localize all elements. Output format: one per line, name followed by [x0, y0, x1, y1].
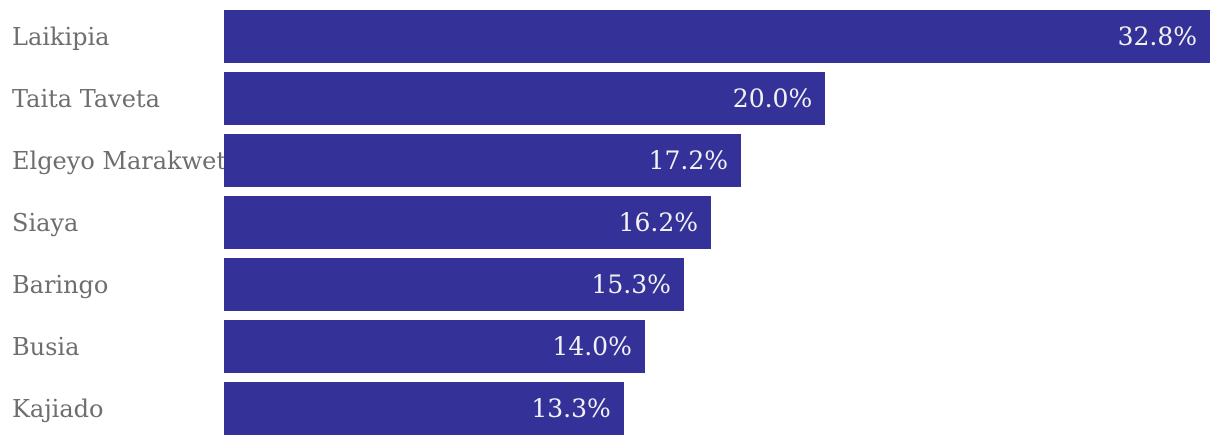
chart-row: Kajiado 13.3%	[0, 382, 1220, 435]
bar-track: 20.0%	[224, 72, 1210, 125]
category-label: Busia	[12, 332, 80, 361]
bar-track: 14.0%	[224, 320, 1210, 373]
bar[interactable]: 32.8%	[224, 10, 1210, 63]
chart-row: Laikipia 32.8%	[0, 10, 1220, 63]
value-label: 14.0%	[552, 332, 632, 361]
category-label: Taita Taveta	[12, 84, 160, 113]
category-label: Kajiado	[12, 394, 104, 423]
bar-track: 15.3%	[224, 258, 1210, 311]
value-label: 32.8%	[1117, 22, 1197, 51]
value-label: 20.0%	[732, 84, 813, 113]
bar-track: 13.3%	[224, 382, 1210, 435]
bar-track: 16.2%	[224, 196, 1210, 249]
category-label: Siaya	[12, 208, 79, 237]
category-label: Laikipia	[12, 22, 110, 51]
chart-row: Elgeyo Marakwet 17.2%	[0, 134, 1220, 187]
chart-row: Busia 14.0%	[0, 320, 1220, 373]
bar-track: 32.8%	[224, 10, 1210, 63]
bar[interactable]: 20.0%	[224, 72, 826, 125]
category-label: Elgeyo Marakwet	[12, 146, 224, 175]
bar[interactable]: 15.3%	[224, 258, 684, 311]
bar[interactable]: 13.3%	[224, 382, 624, 435]
bar[interactable]: 16.2%	[224, 196, 711, 249]
value-label: 16.2%	[618, 208, 698, 237]
chart-row: Baringo 15.3%	[0, 258, 1220, 311]
value-label: 13.3%	[531, 394, 611, 423]
chart-row: Siaya 16.2%	[0, 196, 1220, 249]
value-label: 17.2%	[648, 146, 729, 175]
bar-track: 17.2%	[224, 134, 1210, 187]
bar[interactable]: 14.0%	[224, 320, 645, 373]
category-label: Baringo	[12, 270, 109, 299]
bar[interactable]: 17.2%	[224, 134, 742, 187]
value-label: 15.3%	[591, 270, 671, 299]
chart-row: Taita Taveta 20.0%	[0, 72, 1220, 125]
